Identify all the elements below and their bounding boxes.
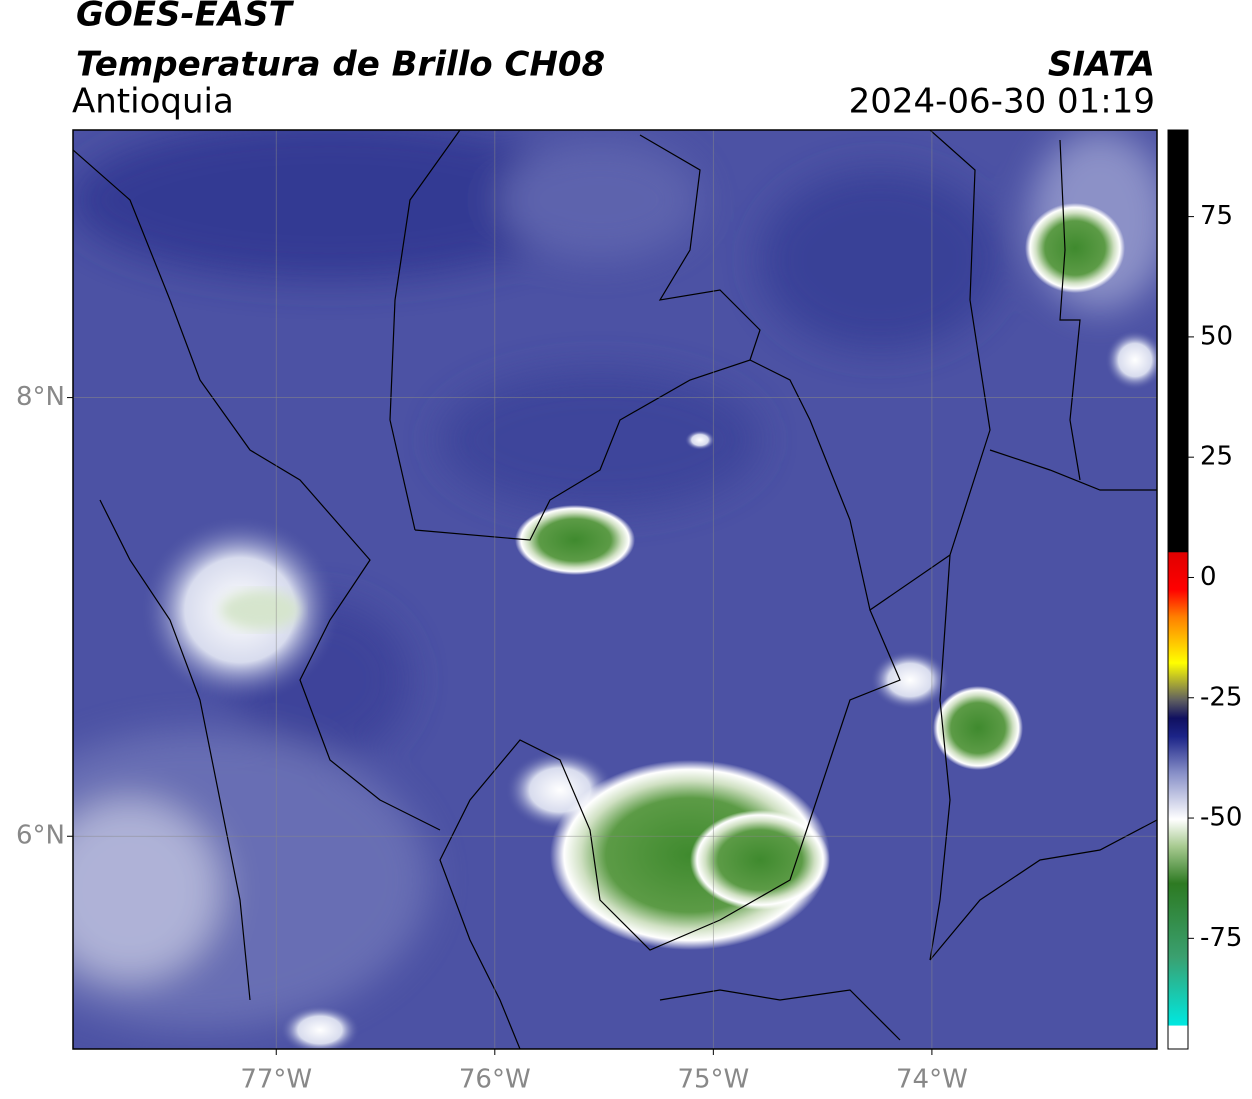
region: Antioquia [72, 82, 234, 122]
x-tick-label: 77°W [240, 1065, 312, 1095]
y-tick-label: 8°N [16, 382, 65, 412]
title: GOES-EAST [76, 0, 295, 35]
colorbar-tick-label: -75 [1200, 923, 1242, 953]
map-frame [72, 129, 1158, 1050]
colorbar-tick-label: -25 [1200, 682, 1242, 712]
x-tick-label: 74°W [896, 1065, 968, 1095]
source: SIATA [1048, 45, 1155, 85]
colorbar-tick-label: -50 [1200, 803, 1242, 833]
x-tick-label: 76°W [459, 1065, 531, 1095]
timestamp: 2024-06-30 01:19 [849, 82, 1155, 122]
colorbar-tick-label: 0 [1200, 562, 1217, 592]
x-tick-label: 75°W [677, 1065, 749, 1095]
subtitle: Temperatura de Brillo CH08 [76, 45, 605, 85]
colorbar-tick-label: 50 [1200, 321, 1233, 351]
grid [73, 130, 1157, 1049]
y-tick-label: 6°N [16, 821, 65, 851]
map-image [73, 130, 1157, 1049]
colorbar-tick-label: 75 [1200, 201, 1233, 231]
colorbar-tick-label: 25 [1200, 442, 1233, 472]
colorbar [1167, 129, 1189, 1050]
